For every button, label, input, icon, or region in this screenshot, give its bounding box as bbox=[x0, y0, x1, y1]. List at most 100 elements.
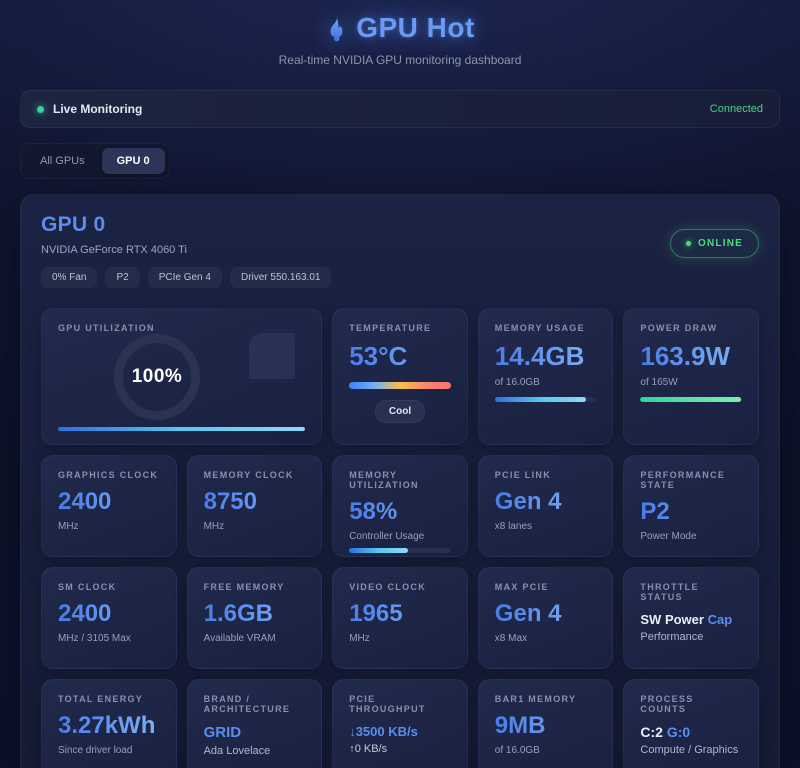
card-pcie-throughput: PCIE THROUGHPUT ↓3500 KB/s ↑0 KB/s bbox=[332, 679, 468, 768]
power-draw-bar-track bbox=[640, 397, 742, 402]
performance-state-value: P2 bbox=[640, 498, 742, 526]
badge-driver: Driver 550.163.01 bbox=[229, 267, 332, 288]
card-graphics-clock: GRAPHICS CLOCK 2400 MHz bbox=[41, 455, 177, 557]
card-free-memory: FREE MEMORY 1.6GB Available VRAM bbox=[186, 567, 323, 669]
throttle-value-strong: SW Power bbox=[640, 612, 704, 627]
power-draw-sub: of 165W bbox=[640, 377, 678, 388]
card-memory-utilization: MEMORY UTILIZATION 58% Controller Usage bbox=[332, 455, 468, 557]
badge-pstate: P2 bbox=[105, 267, 140, 288]
live-monitoring-bar: Live Monitoring Connected bbox=[20, 90, 780, 128]
utilization-bar-fill bbox=[58, 427, 306, 431]
gpu-tabs: All GPUs GPU 0 bbox=[20, 143, 170, 179]
card-process-counts: PROCESS COUNTS C:2 G:0 Compute / Graphic… bbox=[623, 679, 759, 768]
process-counts-graphics: G:0 bbox=[666, 724, 691, 740]
card-label: MAX PCIE bbox=[494, 582, 549, 592]
sm-clock-value: 2400 bbox=[58, 600, 160, 628]
card-label: MEMORY UTILIZATION bbox=[349, 470, 419, 490]
pcie-link-sub: x8 lanes bbox=[494, 521, 533, 532]
memory-utilization-value: 58% bbox=[349, 498, 451, 526]
tab-gpu-0[interactable]: GPU 0 bbox=[101, 148, 165, 174]
utilization-history-sparkline bbox=[249, 333, 296, 379]
memory-clock-value: 8750 bbox=[204, 488, 306, 516]
card-memory-clock: MEMORY CLOCK 8750 MHz bbox=[186, 455, 323, 557]
card-label: PCIE LINK bbox=[494, 470, 552, 480]
card-performance-state: PERFORMANCE STATE P2 Power Mode bbox=[623, 455, 759, 557]
card-label: MEMORY USAGE bbox=[494, 323, 585, 333]
bar1-memory-value: 9MB bbox=[495, 712, 597, 740]
card-sm-clock: SM CLOCK 2400 MHz / 3105 Max bbox=[41, 567, 177, 669]
memory-utilization-bar-track bbox=[349, 548, 451, 553]
bar1-memory-sub: of 16.0GB bbox=[494, 745, 540, 756]
tab-all-gpus[interactable]: All GPUs bbox=[40, 155, 85, 167]
process-counts-value: C:2 G:0 bbox=[640, 724, 742, 740]
pcie-link-value: Gen 4 bbox=[495, 488, 597, 516]
online-label: ONLINE bbox=[698, 238, 743, 249]
card-bar1-memory: BAR1 MEMORY 9MB of 16.0GB bbox=[477, 679, 614, 768]
video-clock-value: 1965 bbox=[349, 600, 451, 628]
throttle-sub: Performance bbox=[640, 631, 704, 643]
online-status-badge: ONLINE bbox=[670, 229, 759, 258]
card-max-pcie: MAX PCIE Gen 4 x8 Max bbox=[477, 567, 614, 669]
memory-usage-bar-fill bbox=[494, 397, 587, 402]
total-energy-sub: Since driver load bbox=[58, 745, 133, 756]
card-memory-usage: MEMORY USAGE 14.4GB of 16.0GB bbox=[477, 308, 614, 445]
badge-pcie-gen: PCIe Gen 4 bbox=[147, 267, 222, 288]
gpu-0-panel: GPU 0 NVIDIA GeForce RTX 4060 Ti 0% Fan … bbox=[20, 194, 780, 768]
temperature-value: 53°C bbox=[349, 341, 451, 372]
throttle-value-accent: Cap bbox=[707, 612, 733, 627]
memory-utilization-bar-fill bbox=[349, 548, 409, 553]
card-label: PERFORMANCE STATE bbox=[640, 470, 726, 490]
process-counts-compute: C:2 bbox=[640, 724, 663, 740]
card-pcie-link: PCIE LINK Gen 4 x8 lanes bbox=[477, 455, 614, 557]
pcie-throughput-rx: ↓3500 KB/s bbox=[349, 724, 418, 739]
graphics-clock-value: 2400 bbox=[58, 488, 160, 516]
free-memory-value: 1.6GB bbox=[204, 600, 306, 628]
card-label: PCIE THROUGHPUT bbox=[349, 694, 426, 714]
temperature-gradient-bar bbox=[349, 382, 451, 389]
card-label: BAR1 MEMORY bbox=[494, 694, 577, 704]
sm-clock-sub: MHz / 3105 Max bbox=[58, 633, 131, 644]
graphics-clock-sub: MHz bbox=[58, 521, 79, 532]
utilization-bar-track bbox=[58, 427, 306, 431]
card-power-draw: POWER DRAW 163.9W of 165W bbox=[623, 308, 759, 445]
connection-status: Connected bbox=[709, 103, 763, 115]
card-label: THROTTLE STATUS bbox=[640, 582, 699, 602]
max-pcie-value: Gen 4 bbox=[495, 600, 597, 628]
card-label: GPU UTILIZATION bbox=[58, 323, 155, 333]
brand-sub: Ada Lovelace bbox=[203, 745, 271, 757]
gpu-name: GPU 0 bbox=[41, 213, 106, 236]
live-dot-icon bbox=[37, 105, 44, 113]
utilization-gauge: 100% bbox=[114, 334, 200, 420]
card-label: SM CLOCK bbox=[58, 582, 117, 592]
gpu-badges: 0% Fan P2 PCIe Gen 4 Driver 550.163.01 bbox=[41, 267, 332, 288]
card-label: TOTAL ENERGY bbox=[58, 694, 144, 704]
pcie-throughput-tx: ↑0 KB/s bbox=[349, 743, 388, 755]
card-throttle-status: THROTTLE STATUS SW Power Cap Performance bbox=[623, 567, 759, 669]
video-clock-sub: MHz bbox=[349, 633, 370, 644]
card-label: GRAPHICS CLOCK bbox=[58, 470, 159, 480]
card-temperature: TEMPERATURE 53°C Cool bbox=[332, 308, 468, 445]
memory-usage-value: 14.4GB bbox=[495, 341, 597, 372]
card-label: FREE MEMORY bbox=[203, 582, 285, 592]
throttle-value: SW Power Cap bbox=[640, 612, 742, 627]
card-label: PROCESS COUNTS bbox=[640, 694, 694, 714]
card-gpu-utilization: GPU UTILIZATION 100% bbox=[41, 308, 323, 445]
card-label: TEMPERATURE bbox=[349, 323, 432, 333]
page-subtitle: Real-time NVIDIA GPU monitoring dashboar… bbox=[278, 53, 522, 67]
badge-fan: 0% Fan bbox=[41, 267, 98, 288]
memory-usage-bar-track bbox=[494, 397, 597, 402]
card-brand-architecture: BRAND / ARCHITECTURE GRID Ada Lovelace bbox=[186, 679, 323, 768]
card-label: POWER DRAW bbox=[640, 323, 718, 333]
card-label: BRAND / ARCHITECTURE bbox=[203, 694, 291, 714]
max-pcie-sub: x8 Max bbox=[494, 633, 528, 644]
gpu-model: NVIDIA GeForce RTX 4060 Ti bbox=[41, 244, 187, 256]
memory-utilization-sub: Controller Usage bbox=[349, 531, 425, 542]
free-memory-sub: Available VRAM bbox=[203, 633, 276, 644]
card-label: VIDEO CLOCK bbox=[349, 582, 426, 592]
process-counts-sub: Compute / Graphics bbox=[640, 744, 739, 756]
page-title: GPU Hot bbox=[356, 12, 475, 43]
card-label: MEMORY CLOCK bbox=[203, 470, 294, 480]
power-draw-value: 163.9W bbox=[640, 341, 742, 372]
total-energy-value: 3.27kWh bbox=[58, 712, 160, 740]
power-draw-bar-fill bbox=[640, 397, 741, 402]
